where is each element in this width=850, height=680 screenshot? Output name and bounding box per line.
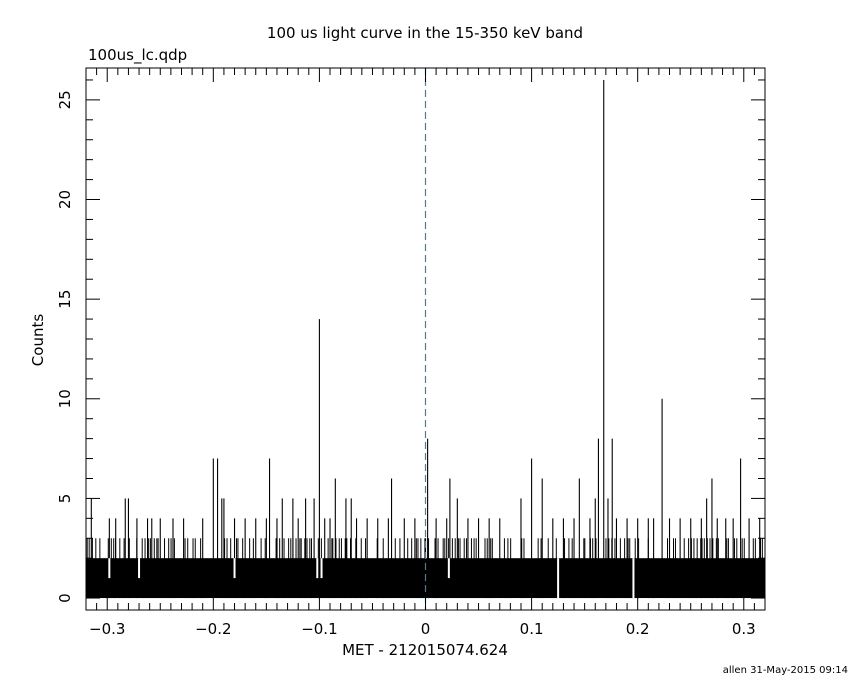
x-axis-tick-labels: −0.3 −0.2 −0.1 0 0.1 0.2 0.3 xyxy=(89,620,756,638)
file-label: 100us_lc.qdp xyxy=(88,46,187,65)
x-tick-label: −0.2 xyxy=(195,620,231,638)
count-spikes xyxy=(90,79,761,599)
x-tick-label: 0.3 xyxy=(732,620,756,638)
y-tick-label: 5 xyxy=(56,494,74,504)
y-tick-label: 0 xyxy=(56,593,74,603)
y-tick-label: 20 xyxy=(56,190,74,209)
count-dips xyxy=(108,558,635,599)
x-tick-label: 0.2 xyxy=(626,620,650,638)
y-tick-label: 25 xyxy=(56,90,74,109)
x-axis-label: MET - 212015074.624 xyxy=(342,641,508,659)
x-axis-ticks xyxy=(85,68,766,610)
x-tick-label: 0.1 xyxy=(520,620,544,638)
y-tick-label: 10 xyxy=(56,389,74,408)
footer-stamp: allen 31-May-2015 09:14 xyxy=(723,665,848,676)
x-tick-label: −0.3 xyxy=(89,620,125,638)
y-axis-tick-labels: 0 5 10 15 20 25 xyxy=(56,90,74,602)
x-tick-label: −0.1 xyxy=(301,620,337,638)
y-axis-ticks xyxy=(86,79,765,599)
x-tick-label: 0 xyxy=(421,620,431,638)
y-axis-label: Counts xyxy=(29,314,47,367)
chart-title: 100 us light curve in the 15-350 keV ban… xyxy=(267,24,583,42)
y-tick-label: 15 xyxy=(56,290,74,309)
